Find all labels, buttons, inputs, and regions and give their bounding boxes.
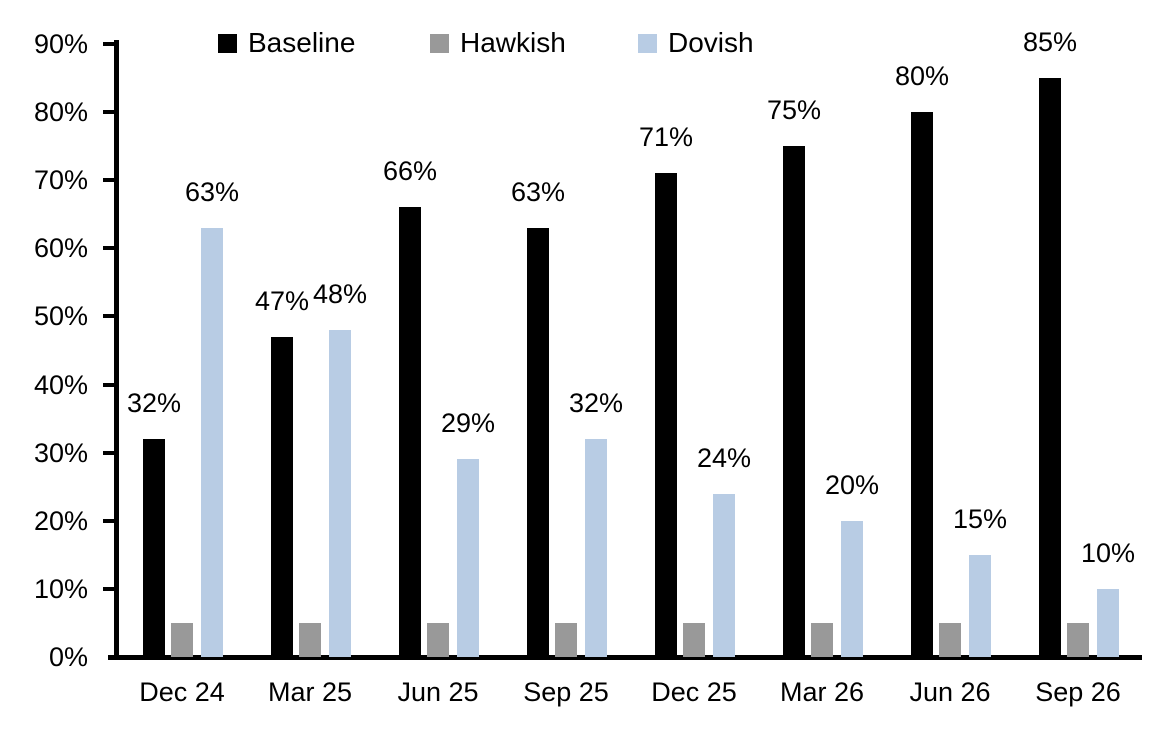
legend-label-baseline: Baseline [248, 27, 356, 58]
data-label-baseline-dec-25: 71% [638, 122, 694, 152]
bar-baseline-dec-25 [655, 173, 677, 657]
y-tick-label-80: 80% [33, 97, 88, 128]
bar-baseline-mar-26 [783, 146, 805, 657]
bar-baseline-dec-24 [143, 439, 165, 657]
x-label-jun-25: Jun 25 [397, 677, 479, 707]
x-label-sep-26: Sep 26 [1035, 677, 1121, 707]
bar-hawkish-sep-26 [1067, 623, 1089, 657]
bar-baseline-jun-25 [399, 207, 421, 657]
bar-hawkish-sep-25 [555, 623, 577, 657]
data-label-dovish-mar-25: 48% [312, 279, 368, 309]
baseline-legend-swatch [218, 33, 237, 53]
y-tick-50 [103, 314, 118, 319]
data-label-dovish-sep-26: 10% [1080, 538, 1136, 568]
y-tick-label-40: 40% [33, 369, 88, 400]
x-label-sep-25: Sep 25 [523, 677, 609, 707]
bar-hawkish-jun-26 [939, 623, 961, 657]
bar-hawkish-mar-26 [811, 623, 833, 657]
y-tick-label-50: 50% [33, 301, 88, 332]
x-label-dec-24: Dec 24 [139, 677, 225, 707]
dovish-legend-swatch [638, 33, 657, 53]
y-tick-20 [103, 518, 118, 523]
hawkish-legend-swatch [430, 33, 449, 53]
bar-dovish-sep-26 [1097, 589, 1119, 657]
data-label-baseline-sep-26: 85% [1022, 27, 1078, 57]
legend-label-dovish: Dovish [668, 27, 754, 58]
data-label-baseline-jun-26: 80% [894, 61, 950, 91]
data-label-baseline-mar-25: 47% [254, 286, 310, 316]
y-tick-40 [103, 382, 118, 387]
x-label-dec-25: Dec 25 [651, 677, 737, 707]
y-tick-10 [103, 586, 118, 591]
y-tick-80 [103, 110, 118, 115]
data-label-baseline-sep-25: 63% [510, 177, 566, 207]
y-tick-label-70: 70% [33, 165, 88, 196]
bar-hawkish-dec-24 [171, 623, 193, 657]
x-label-mar-25: Mar 25 [267, 677, 353, 707]
x-label-mar-26: Mar 26 [779, 677, 865, 707]
data-label-baseline-jun-25: 66% [382, 156, 438, 186]
y-tick-label-90: 90% [33, 29, 88, 59]
data-label-dovish-sep-25: 32% [568, 388, 624, 418]
bar-dovish-dec-25 [713, 494, 735, 657]
bar-dovish-mar-26 [841, 521, 863, 657]
y-tick-label-0: 0% [48, 642, 88, 672]
bar-baseline-sep-26 [1039, 78, 1061, 657]
bar-hawkish-dec-25 [683, 623, 705, 657]
legend-label-hawkish: Hawkish [460, 27, 566, 58]
bar-baseline-mar-25 [271, 337, 293, 657]
y-tick-label-30: 30% [33, 437, 88, 468]
bar-dovish-jun-25 [457, 459, 479, 657]
bar-baseline-jun-26 [911, 112, 933, 657]
data-label-dovish-dec-25: 24% [696, 443, 752, 473]
legend-item-baseline: Baseline [218, 26, 355, 60]
data-label-dovish-jun-26: 15% [952, 504, 1008, 534]
bar-dovish-jun-26 [969, 555, 991, 657]
data-label-baseline-dec-24: 32% [126, 388, 182, 418]
data-label-dovish-jun-25: 29% [440, 408, 496, 438]
y-tick-label-60: 60% [33, 233, 88, 264]
x-label-jun-26: Jun 26 [909, 677, 991, 707]
legend-item-hawkish: Hawkish [430, 26, 566, 60]
bar-dovish-sep-25 [585, 439, 607, 657]
data-label-baseline-mar-26: 75% [766, 95, 822, 125]
bar-baseline-sep-25 [527, 228, 549, 657]
bar-hawkish-mar-25 [299, 623, 321, 657]
bar-dovish-dec-24 [201, 228, 223, 657]
x-axis-line [108, 655, 1142, 660]
data-label-dovish-mar-26: 20% [824, 470, 880, 500]
legend: Baseline Hawkish Dovish [0, 26, 1152, 60]
data-label-dovish-dec-24: 63% [184, 177, 240, 207]
y-tick-70 [103, 178, 118, 183]
y-tick-90 [103, 42, 118, 46]
y-tick-label-20: 20% [33, 505, 88, 536]
legend-item-dovish: Dovish [638, 26, 754, 60]
bar-hawkish-jun-25 [427, 623, 449, 657]
bar-dovish-mar-25 [329, 330, 351, 657]
y-tick-label-10: 10% [33, 573, 88, 604]
y-tick-60 [103, 246, 118, 251]
y-axis-line [114, 40, 119, 660]
y-tick-30 [103, 450, 118, 455]
